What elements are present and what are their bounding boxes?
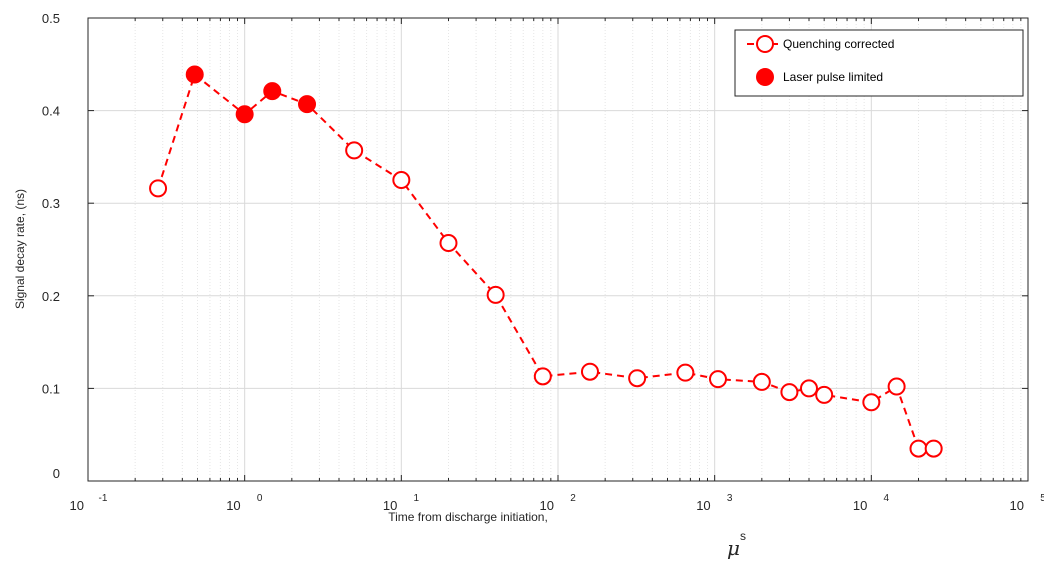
x-tick-label-0: 10 [70, 498, 84, 513]
open-point-8 [676, 363, 695, 382]
y-tick-label-0: 0 [53, 466, 60, 481]
open-point-17 [924, 439, 943, 458]
open-point-3 [439, 234, 458, 253]
open-point-16 [909, 439, 928, 458]
x-tick-label-1: 10 [226, 498, 240, 513]
legend-label-quenching-corrected: Quenching corrected [783, 37, 894, 51]
open-point-10 [752, 372, 771, 391]
filled-point-3 [298, 95, 317, 114]
open-point-11 [780, 383, 799, 402]
x-tick-label-5: 10 [853, 498, 867, 513]
x-tick-label-2: 10 [383, 498, 397, 513]
legend-label-laser-pulse-limited: Laser pulse limited [783, 70, 883, 84]
x-tick-exponent-1: 0 [257, 493, 263, 504]
open-point-7 [628, 369, 647, 388]
filled-point-1 [235, 105, 254, 124]
open-point-13 [815, 385, 834, 404]
open-point-5 [533, 367, 552, 386]
y-tick-label-3: 0.3 [42, 196, 60, 211]
open-point-2 [392, 171, 411, 190]
x-axis-unit-s: s [740, 529, 746, 543]
x-tick-exponent-3: 2 [570, 493, 576, 504]
legend-box [734, 29, 1024, 97]
y-tick-label-5: 0.5 [42, 11, 60, 26]
open-point-6 [580, 362, 599, 381]
open-point-12 [799, 379, 818, 398]
x-tick-exponent-5: 4 [884, 493, 890, 504]
y-tick-label-4: 0.4 [42, 104, 60, 119]
x-tick-exponent-4: 3 [727, 493, 733, 504]
axis-ticks [87, 17, 1029, 482]
open-point-14 [862, 393, 881, 412]
open-point-9 [708, 370, 727, 389]
open-point-4 [486, 285, 505, 304]
x-tick-exponent-0: -1 [99, 493, 108, 504]
x-tick-label-4: 10 [696, 498, 710, 513]
y-tick-label-1: 0.1 [42, 381, 60, 396]
open-point-15 [887, 377, 906, 396]
legend-filled-marker [756, 68, 774, 86]
x-tick-label-3: 10 [540, 498, 554, 513]
x-axis-unit-mu: μ [727, 536, 740, 560]
x-axis-label: Time from discharge initiation, [388, 510, 548, 524]
x-tick-label-6: 10 [1010, 498, 1024, 513]
legend-open-marker [756, 35, 774, 53]
x-tick-labels: 10 -1 10 0 10 1 10 2 10 3 10 4 10 5 [70, 493, 1044, 513]
legend: Quenching corrected Laser pulse limited [734, 29, 1024, 97]
filled-point-2 [263, 82, 282, 101]
open-point-1 [345, 141, 364, 160]
y-axis-label: Signal decay rate, (ns) [13, 189, 27, 309]
y-tick-labels: 0 0.1 0.2 0.3 0.4 0.5 [42, 11, 60, 481]
grid-minor [134, 18, 1022, 481]
x-tick-exponent-6: 5 [1040, 493, 1044, 504]
x-tick-exponent-2: 1 [414, 493, 420, 504]
data-markers [149, 65, 943, 458]
y-tick-label-2: 0.2 [42, 289, 60, 304]
filled-point-0 [185, 65, 204, 84]
open-point-0 [149, 179, 168, 198]
